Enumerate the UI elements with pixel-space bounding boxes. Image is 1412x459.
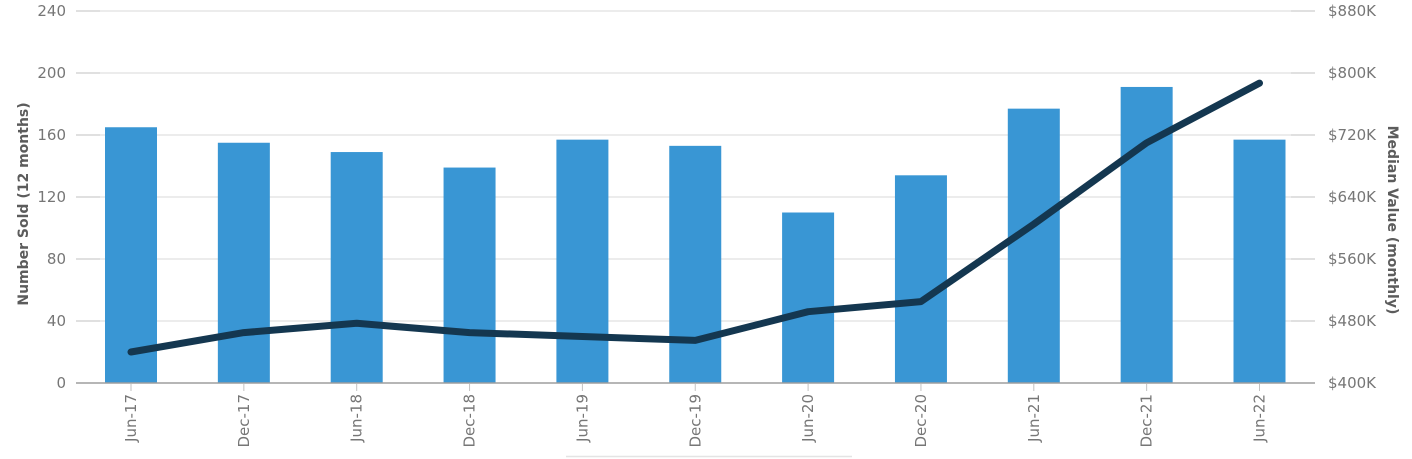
left-axis-title: Number Sold (12 months) — [16, 102, 32, 306]
right-axis-tick-label: $400K — [1328, 374, 1377, 392]
bar-jun-21[interactable] — [1007, 108, 1060, 384]
x-tick-label-dec-21: Dec-21 — [1138, 394, 1156, 448]
bar-jun-17[interactable] — [105, 127, 157, 383]
x-tick-label-dec-20: Dec-20 — [912, 394, 930, 448]
right-axis-tick-label: $480K — [1328, 312, 1377, 330]
left-axis-tick-label: 0 — [56, 374, 66, 392]
right-axis-tick-label: $800K — [1328, 64, 1377, 82]
right-axis-tick-label: $560K — [1328, 250, 1377, 268]
right-axis-tick-label: $880K — [1328, 2, 1377, 20]
bar-jun-20[interactable] — [782, 212, 835, 384]
bar-dec-20[interactable] — [894, 175, 947, 383]
bar-dec-17[interactable] — [217, 142, 270, 383]
left-axis-tick-label: 160 — [37, 126, 66, 144]
left-axis-tick-label: 240 — [37, 2, 66, 20]
x-tick-label-jun-21: Jun-21 — [1025, 394, 1043, 443]
left-axis-tick-label: 80 — [47, 250, 66, 268]
x-tick-label-jun-20: Jun-20 — [799, 394, 817, 443]
left-axis-tick-label: 120 — [37, 188, 66, 206]
x-tick-label-dec-18: Dec-18 — [461, 394, 479, 448]
right-axis-tick-label: $720K — [1328, 126, 1377, 144]
right-axis-tick-label: $640K — [1328, 188, 1377, 206]
right-axis-title: Median Value (monthly) — [1384, 125, 1400, 315]
x-tick-label-dec-17: Dec-17 — [235, 394, 253, 448]
x-tick-label-dec-19: Dec-19 — [686, 394, 704, 448]
x-tick-label-jun-19: Jun-19 — [573, 394, 591, 443]
x-tick-label-jun-17: Jun-17 — [122, 394, 140, 443]
bar-jun-18[interactable] — [330, 152, 383, 383]
x-tick-label-jun-18: Jun-18 — [348, 394, 366, 443]
median-value-line — [127, 79, 1263, 356]
bar-dec-19[interactable] — [669, 145, 722, 383]
left-axis-tick-label: 200 — [37, 64, 66, 82]
bar-dec-18[interactable] — [443, 167, 496, 383]
x-tick-label-jun-22: Jun-22 — [1251, 394, 1269, 443]
bar-jun-22[interactable] — [1233, 139, 1286, 383]
left-axis-tick-label: 40 — [47, 312, 66, 330]
bar-jun-19[interactable] — [556, 139, 609, 383]
